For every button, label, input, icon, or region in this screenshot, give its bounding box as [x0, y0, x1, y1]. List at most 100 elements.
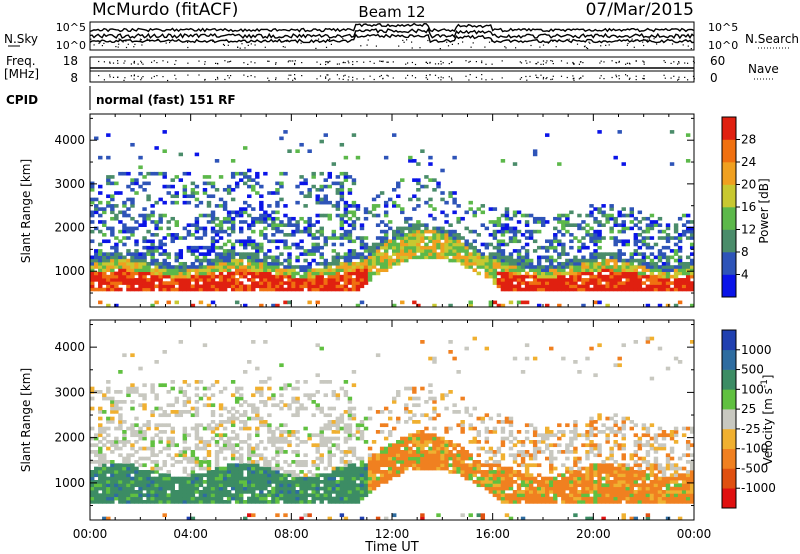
echo-cell — [291, 450, 296, 454]
echo-cell — [154, 271, 159, 276]
echo-cell — [335, 443, 341, 448]
echo-cell — [138, 281, 143, 285]
echo-cell — [452, 453, 457, 458]
echo-cell — [271, 239, 276, 244]
nave-dot — [626, 75, 628, 77]
echo-cell — [255, 181, 260, 186]
echo-cell — [146, 473, 151, 478]
echo-cell — [492, 255, 498, 260]
echo-cell — [681, 287, 687, 292]
echo-cell — [420, 223, 425, 227]
echo-cell — [166, 265, 171, 269]
echo-cell — [392, 236, 397, 240]
echo-cell — [222, 281, 228, 285]
echo-cell — [488, 416, 494, 421]
echo-cell — [456, 233, 461, 237]
echo-cell — [94, 136, 99, 141]
echo-cell — [561, 261, 566, 266]
echo-cell — [275, 446, 280, 451]
echo-cell — [134, 476, 139, 481]
echo-cell — [166, 500, 171, 504]
echo-cell — [331, 500, 337, 504]
echo-cell — [110, 493, 115, 498]
echo-cell — [170, 463, 175, 468]
echo-cell — [214, 470, 220, 474]
echo-cell — [178, 340, 184, 344]
echo-cell — [299, 274, 304, 279]
echo-cell — [492, 223, 498, 227]
echo-cell — [472, 258, 477, 263]
echo-cell — [238, 171, 244, 176]
echo-cell — [134, 261, 139, 266]
echo-cell — [194, 500, 200, 504]
nsearch-dot — [264, 46, 266, 48]
echo-cell — [436, 436, 441, 441]
echo-cell — [114, 278, 119, 282]
echo-cell — [355, 470, 361, 474]
echo-cell — [190, 493, 196, 498]
echo-cell — [303, 194, 308, 199]
echo-cell — [299, 480, 304, 484]
echo-cell — [339, 171, 345, 176]
nave-dot — [327, 79, 330, 81]
echo-cell — [657, 229, 663, 234]
echo-cell — [355, 155, 361, 160]
echo-cell — [283, 480, 288, 484]
echo-cell — [134, 390, 139, 394]
echo-cell — [472, 249, 477, 253]
echo-cell — [166, 274, 171, 279]
echo-cell — [218, 220, 224, 224]
echo-cell — [371, 440, 377, 444]
echo-cell — [504, 255, 510, 260]
echo-cell — [532, 271, 538, 276]
nave-dot — [535, 63, 537, 65]
echo-cell — [428, 390, 433, 394]
echo-cell — [351, 268, 357, 273]
echo-cell — [234, 463, 240, 468]
echo-cell — [214, 426, 220, 431]
echo-cell — [222, 255, 228, 260]
echo-cell — [255, 255, 260, 260]
echo-cell — [303, 490, 308, 494]
echo-cell — [412, 245, 417, 250]
echo-cell — [319, 440, 324, 444]
echo-cell — [182, 450, 188, 454]
echo-cell — [323, 133, 328, 137]
echo-cell — [565, 278, 570, 282]
echo-cell — [291, 265, 296, 269]
echo-cell — [255, 245, 260, 250]
echo-cell — [94, 433, 99, 438]
echo-cell — [259, 476, 264, 481]
echo-cell — [226, 226, 232, 231]
echo-cell — [118, 446, 123, 451]
nave-dot — [292, 60, 294, 62]
echo-cell — [154, 466, 159, 471]
echo-cell — [641, 255, 647, 260]
nave-dot — [275, 78, 277, 81]
echo-cell — [363, 245, 369, 250]
echo-cell — [110, 284, 115, 289]
echo-cell — [190, 516, 196, 521]
echo-cell — [416, 460, 421, 464]
echo-cell — [138, 456, 143, 461]
echo-cell — [206, 175, 212, 179]
echo-cell — [645, 242, 651, 247]
echo-cell — [448, 245, 453, 250]
echo-cell — [609, 204, 614, 208]
echo-cell — [452, 233, 457, 237]
echo-cell — [94, 493, 99, 498]
echo-cell — [589, 255, 594, 260]
echo-cell — [343, 500, 349, 504]
echo-cell — [234, 239, 240, 244]
echo-cell — [251, 486, 256, 491]
echo-cell — [355, 268, 361, 273]
echo-cell — [412, 226, 417, 231]
echo-cell — [94, 483, 99, 488]
echo-cell — [194, 473, 200, 478]
echo-cell — [685, 271, 691, 276]
echo-cell — [162, 480, 167, 484]
echo-cell — [238, 486, 244, 491]
echo-cell — [126, 473, 131, 478]
echo-cell — [114, 476, 119, 481]
echo-cell — [339, 213, 345, 218]
